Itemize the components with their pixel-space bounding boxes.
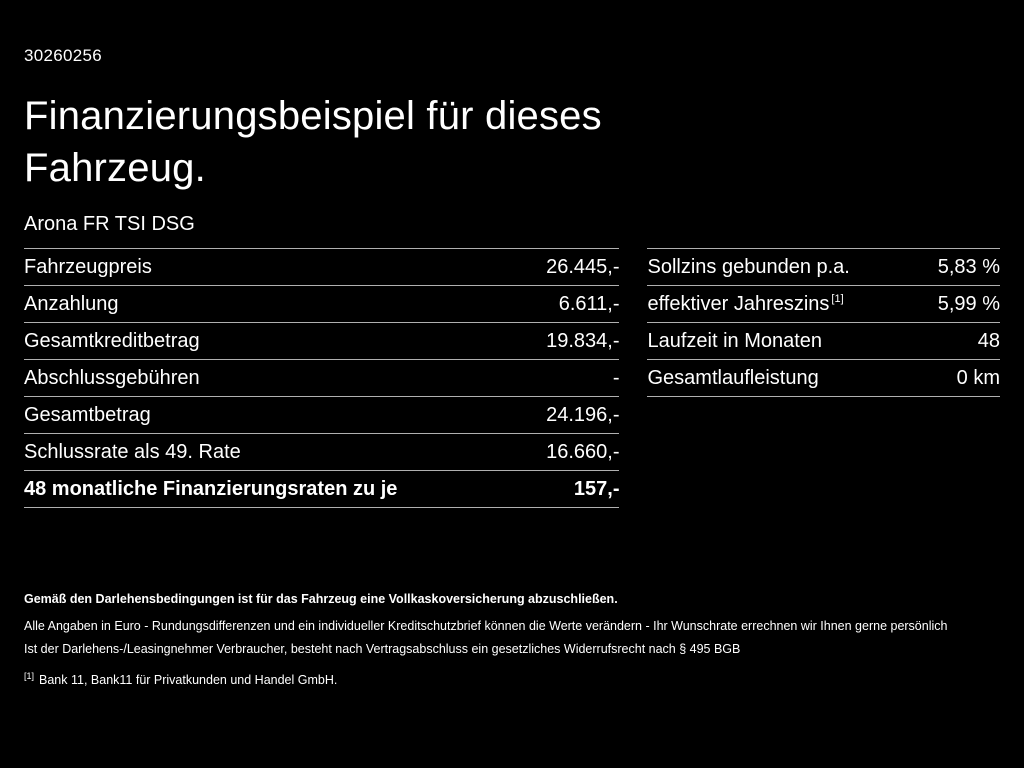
row-label: Fahrzeugpreis <box>24 255 152 278</box>
row-label: Abschlussgebühren <box>24 366 200 389</box>
row-value: - <box>612 366 620 389</box>
row-value: 19.834,- <box>546 329 620 352</box>
table-row: effektiver Jahreszins [1] 5,99 % <box>647 285 1000 322</box>
row-value: 24.196,- <box>546 403 620 426</box>
legal-footer: Gemäß den Darlehensbedingungen ist für d… <box>24 592 1000 689</box>
row-label: Laufzeit in Monaten <box>647 330 824 353</box>
row-value: 5,99 % <box>937 292 1000 315</box>
row-label-text: Sollzins gebunden p.a. <box>647 255 850 278</box>
row-label: 48 monatliche Finanzierungsraten zu je <box>24 477 398 500</box>
row-label: Gesamtbetrag <box>24 403 151 426</box>
document-number: 30260256 <box>24 46 103 65</box>
row-label: Schlussrate als 49. Rate <box>24 440 241 463</box>
finance-tables: Fahrzeugpreis 26.445,- Anzahlung 6.611,-… <box>24 248 1000 508</box>
row-label-text: effektiver Jahreszins <box>647 292 830 315</box>
table-row-monthly-rate: 48 monatliche Finanzierungsraten zu je 1… <box>24 470 620 507</box>
row-label: Gesamtlaufleistung <box>647 367 820 390</box>
row-label: Gesamtkreditbetrag <box>24 329 200 352</box>
row-value: 26.445,- <box>546 255 620 278</box>
row-value: 16.660,- <box>546 440 620 463</box>
table-row: Schlussrate als 49. Rate 16.660,- <box>24 433 620 470</box>
row-value: 0 km <box>956 366 1000 389</box>
disclaimer-line-1: Alle Angaben in Euro - Rundungsdifferenz… <box>24 618 948 633</box>
row-value: 48 <box>977 329 1000 352</box>
row-label-text: Laufzeit in Monaten <box>647 329 823 352</box>
table-row: Gesamtkreditbetrag 19.834,- <box>24 322 620 359</box>
row-value: 157,- <box>573 477 620 500</box>
page-title: Finanzierungsbeispiel für dieses Fahrzeu… <box>24 94 602 190</box>
footnote-text: Bank 11, Bank11 für Privatkunden und Han… <box>39 673 338 688</box>
table-row: Sollzins gebunden p.a. 5,83 % <box>647 248 1000 285</box>
row-label: Sollzins gebunden p.a. <box>647 256 851 279</box>
footnote-marker: [1] <box>24 670 35 681</box>
disclaimer-line-2: Ist der Darlehens-/Leasingnehmer Verbrau… <box>24 642 741 657</box>
vehicle-model-label: Arona FR TSI DSG <box>24 213 195 235</box>
row-value: 6.611,- <box>558 292 620 315</box>
bank-footnote: [1] Bank 11, Bank11 für Privatkunden und … <box>24 671 1000 689</box>
finance-table: Fahrzeugpreis 26.445,- Anzahlung 6.611,-… <box>24 248 620 508</box>
row-label: Anzahlung <box>24 292 119 315</box>
table-row: Laufzeit in Monaten 48 <box>647 322 1000 359</box>
table-row: Fahrzeugpreis 26.445,- <box>24 248 620 285</box>
insurance-notice: Gemäß den Darlehensbedingungen ist für d… <box>24 592 618 606</box>
table-row: Gesamtbetrag 24.196,- <box>24 396 620 433</box>
footnote-ref: [1] <box>831 292 844 305</box>
conditions-table: Sollzins gebunden p.a. 5,83 % effektiver… <box>647 248 1000 397</box>
table-row: Anzahlung 6.611,- <box>24 285 620 322</box>
row-label: effektiver Jahreszins [1] <box>647 293 843 316</box>
table-row: Abschlussgebühren - <box>24 359 620 396</box>
row-label-text: Gesamtlaufleistung <box>647 366 819 389</box>
table-row: Gesamtlaufleistung 0 km <box>647 359 1000 396</box>
row-value: 5,83 % <box>937 255 1000 278</box>
